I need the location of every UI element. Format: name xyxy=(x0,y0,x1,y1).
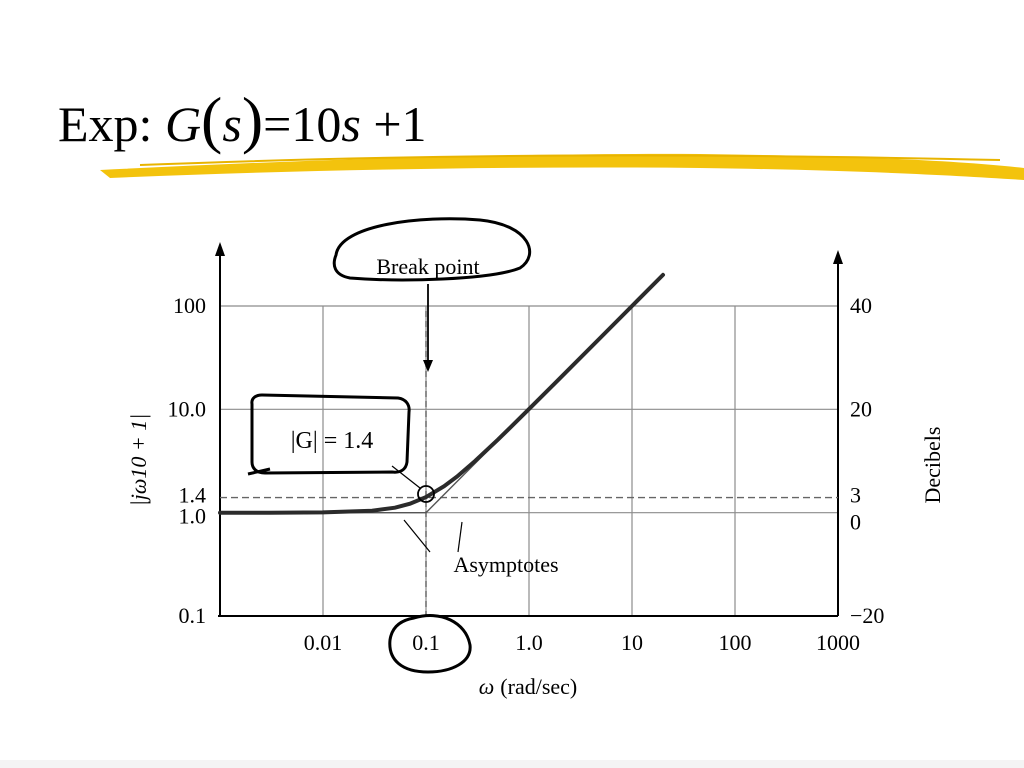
x-tick-label: 1000 xyxy=(816,630,860,655)
gain-label: |G| = 1.4 xyxy=(291,428,373,454)
slide-title: Exp: G(s)=10s +1 xyxy=(58,80,427,160)
axes xyxy=(215,242,843,617)
x-tick-highlight-circle xyxy=(388,614,472,674)
title-s: s xyxy=(222,96,242,152)
x-tick-label: 0.1 xyxy=(412,630,440,655)
break-point-marker xyxy=(417,485,435,503)
y-axis-arrow-icon xyxy=(215,242,225,256)
x-tick-label: 0.01 xyxy=(304,630,343,655)
title-constant: 1 xyxy=(401,96,427,152)
y2-tick-label: 40 xyxy=(850,293,872,318)
y-tick-label: 100 xyxy=(173,293,206,318)
title-close-paren: ) xyxy=(241,84,264,155)
footer-strip xyxy=(0,760,1024,768)
title-coefficient: 10 xyxy=(291,96,342,152)
magnitude-series-line xyxy=(218,272,665,515)
break-point-circle xyxy=(332,217,531,282)
y2-tick-label: 0 xyxy=(850,510,861,535)
title-G: G xyxy=(164,96,202,152)
x-tick-label: 1.0 xyxy=(515,630,543,655)
break-point-arrow-icon xyxy=(423,360,433,372)
y-tick-label: 10.0 xyxy=(168,396,207,421)
break-point-label: Break point xyxy=(376,254,479,279)
y-axis-label: |jω10 + 1| xyxy=(126,414,151,507)
magnitude-curve xyxy=(218,272,665,515)
highlighter-underline xyxy=(100,153,1024,180)
y-tick-label: 1.0 xyxy=(179,504,207,529)
x-axis-unit: (rad/sec) xyxy=(500,674,577,699)
tick-labels: 0.01 0.1 1.0 10 100 10000.11.01.410.0100−2003… xyxy=(168,293,885,655)
x-tick-label: 10 xyxy=(621,630,643,655)
x-axis-symbol: ω xyxy=(479,674,495,699)
y-tick-label: 1.4 xyxy=(179,483,207,508)
y2-tick-label: 20 xyxy=(850,396,872,421)
asymptotes-label: Asymptotes xyxy=(453,552,558,577)
y2-tick-label: 3 xyxy=(850,483,861,508)
y-tick-label: 0.1 xyxy=(179,603,207,628)
title-s2: s xyxy=(341,96,361,152)
y2-tick-label: −20 xyxy=(850,603,884,628)
title-open-paren: ( xyxy=(201,84,223,155)
title-prefix: Exp: xyxy=(58,96,153,152)
y2-axis-label: Decibels xyxy=(920,427,945,504)
annotations: Break point |G| = 1.4 Asymptotes xyxy=(247,217,559,674)
y2-axis-arrow-icon xyxy=(833,250,843,264)
title-plus: + xyxy=(373,96,402,152)
title-equals: = xyxy=(263,96,292,152)
x-axis-label: ω (rad/sec) xyxy=(479,674,578,699)
x-tick-label: 100 xyxy=(719,630,752,655)
